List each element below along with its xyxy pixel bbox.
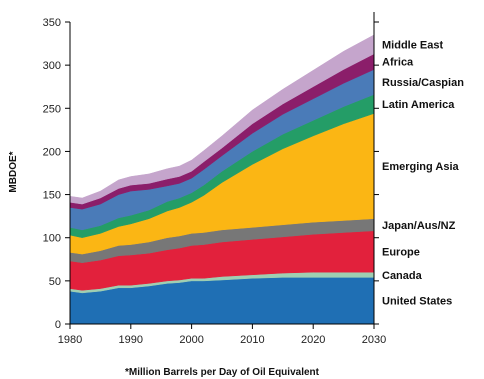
legend-latin-america: Latin America — [382, 99, 455, 111]
y-tick-label: 0 — [55, 319, 61, 331]
legend-canada: Canada — [382, 270, 423, 282]
y-tick-label: 100 — [43, 233, 61, 245]
y-tick-label: 200 — [43, 146, 61, 158]
series-areas — [69, 34, 375, 325]
y-tick-labels: 0 50 100 150 200 250 300 350 — [43, 17, 379, 331]
x-tick-label: 1980 — [58, 334, 82, 346]
x-tick-labels: 1980 1990 2000 2010 2020 2030 — [58, 324, 386, 346]
y-tick-label: 300 — [43, 60, 61, 72]
y-tick-label: 150 — [43, 190, 61, 202]
axes — [69, 12, 375, 325]
legend-middle-east: Middle East — [382, 39, 443, 51]
legend-emerging-asia: Emerging Asia — [382, 161, 459, 173]
legend-japan-aus-nz: Japan/Aus/NZ — [382, 220, 456, 232]
legend-russia-caspian: Russia/Caspian — [382, 77, 464, 89]
y-tick-label: 250 — [43, 103, 61, 115]
legend-europe: Europe — [382, 247, 420, 259]
x-tick-label: 2030 — [362, 334, 386, 346]
y-tick-label: 50 — [49, 276, 61, 288]
x-tick-label: 1990 — [119, 334, 143, 346]
y-tick-label: 350 — [43, 17, 61, 29]
footnote: *Million Barrels per Day of Oil Equivale… — [125, 367, 320, 378]
legend: United States Canada Europe Japan/Aus/NZ Eme… — [382, 39, 464, 307]
x-tick-label: 2010 — [240, 334, 264, 346]
legend-united-states: United States — [382, 296, 452, 308]
legend-africa: Africa — [382, 57, 414, 69]
y-axis-label: MBDOE* — [8, 151, 19, 192]
x-tick-label: 2020 — [301, 334, 325, 346]
x-tick-label: 2000 — [179, 334, 203, 346]
